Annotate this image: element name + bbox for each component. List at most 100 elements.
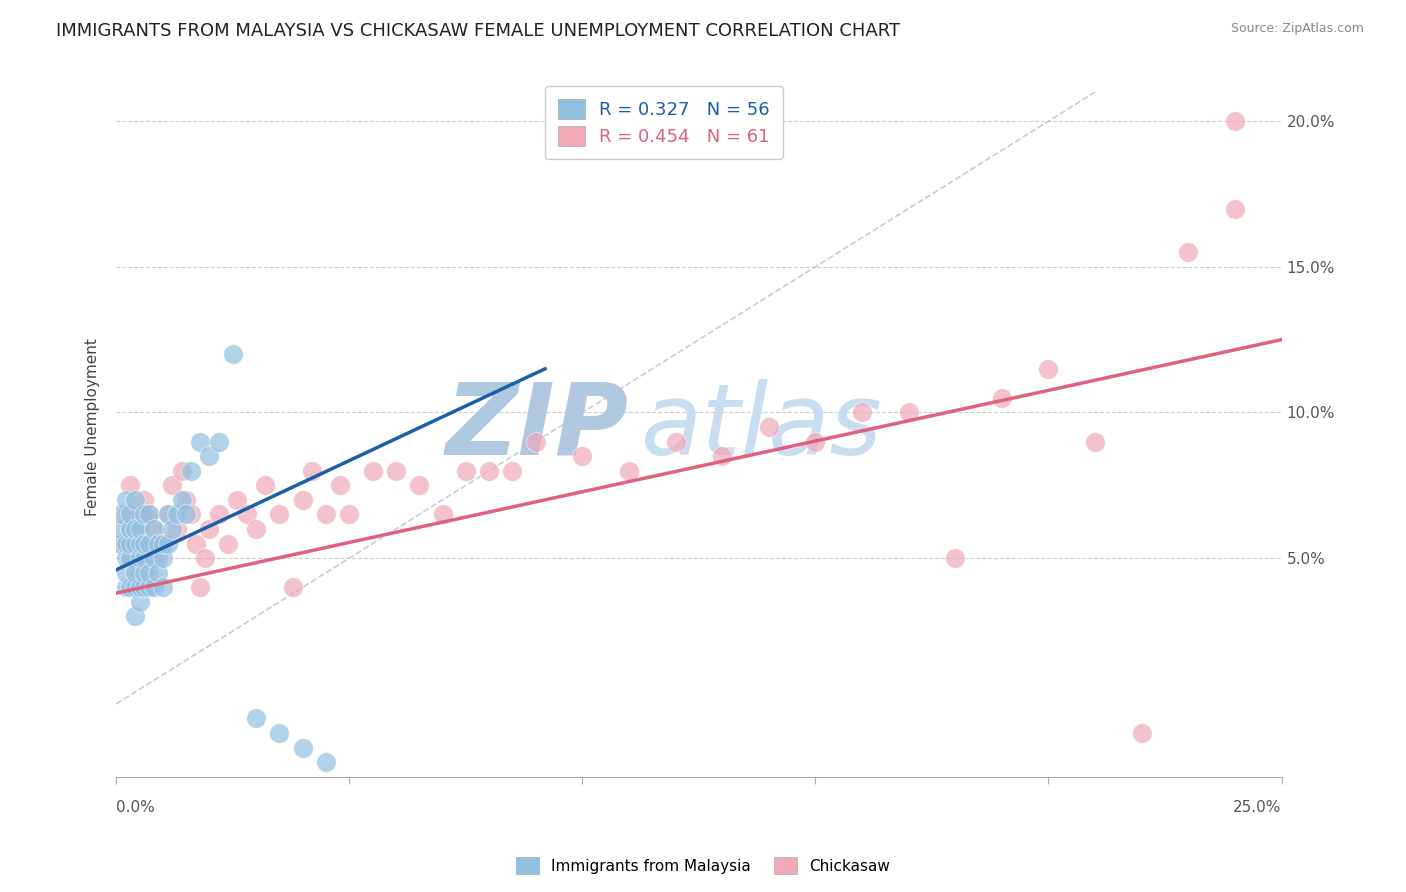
Point	[156, 536, 179, 550]
Point	[174, 492, 197, 507]
Point	[124, 492, 146, 507]
Point	[501, 464, 523, 478]
Point	[160, 478, 183, 492]
Text: atlas: atlas	[641, 378, 882, 475]
Point	[120, 478, 142, 492]
Point	[166, 522, 188, 536]
Point	[124, 536, 146, 550]
Point	[120, 536, 142, 550]
Point	[142, 522, 165, 536]
Point	[138, 508, 160, 522]
Point	[315, 755, 337, 769]
Point	[134, 580, 156, 594]
Point	[665, 434, 688, 449]
Point	[804, 434, 827, 449]
Point	[114, 492, 136, 507]
Point	[851, 405, 873, 419]
Point	[134, 508, 156, 522]
Point	[152, 551, 174, 566]
Text: IMMIGRANTS FROM MALAYSIA VS CHICKASAW FEMALE UNEMPLOYMENT CORRELATION CHART: IMMIGRANTS FROM MALAYSIA VS CHICKASAW FE…	[56, 22, 900, 40]
Point	[114, 551, 136, 566]
Point	[114, 580, 136, 594]
Point	[329, 478, 352, 492]
Point	[226, 492, 249, 507]
Point	[524, 434, 547, 449]
Point	[361, 464, 384, 478]
Point	[138, 508, 160, 522]
Point	[142, 580, 165, 594]
Legend: R = 0.327   N = 56, R = 0.454   N = 61: R = 0.327 N = 56, R = 0.454 N = 61	[546, 87, 783, 159]
Point	[432, 508, 454, 522]
Point	[254, 478, 277, 492]
Point	[120, 508, 142, 522]
Point	[110, 536, 132, 550]
Point	[184, 536, 207, 550]
Point	[142, 551, 165, 566]
Point	[148, 536, 170, 550]
Point	[124, 580, 146, 594]
Point	[283, 580, 305, 594]
Legend: Immigrants from Malaysia, Chickasaw: Immigrants from Malaysia, Chickasaw	[510, 851, 896, 880]
Point	[301, 464, 323, 478]
Point	[170, 464, 193, 478]
Point	[124, 609, 146, 624]
Point	[269, 508, 291, 522]
Point	[120, 522, 142, 536]
Point	[217, 536, 239, 550]
Point	[124, 522, 146, 536]
Point	[134, 536, 156, 550]
Point	[156, 508, 179, 522]
Point	[478, 464, 501, 478]
Point	[148, 551, 170, 566]
Point	[152, 580, 174, 594]
Point	[134, 566, 156, 580]
Text: 25.0%: 25.0%	[1233, 800, 1281, 815]
Point	[571, 449, 593, 463]
Point	[269, 726, 291, 740]
Point	[114, 536, 136, 550]
Point	[148, 566, 170, 580]
Point	[120, 580, 142, 594]
Point	[711, 449, 734, 463]
Point	[208, 508, 231, 522]
Point	[120, 551, 142, 566]
Point	[1223, 202, 1246, 216]
Point	[1038, 361, 1060, 376]
Text: Source: ZipAtlas.com: Source: ZipAtlas.com	[1230, 22, 1364, 36]
Point	[174, 508, 197, 522]
Point	[128, 551, 150, 566]
Point	[408, 478, 430, 492]
Point	[943, 551, 966, 566]
Point	[180, 508, 202, 522]
Point	[128, 580, 150, 594]
Point	[138, 580, 160, 594]
Point	[128, 536, 150, 550]
Point	[138, 536, 160, 550]
Point	[617, 464, 640, 478]
Point	[208, 434, 231, 449]
Point	[170, 492, 193, 507]
Point	[315, 508, 337, 522]
Point	[120, 551, 142, 566]
Y-axis label: Female Unemployment: Female Unemployment	[86, 338, 100, 516]
Point	[110, 536, 132, 550]
Point	[128, 522, 150, 536]
Point	[152, 536, 174, 550]
Point	[454, 464, 477, 478]
Point	[245, 522, 267, 536]
Point	[160, 522, 183, 536]
Point	[188, 434, 211, 449]
Point	[128, 595, 150, 609]
Point	[198, 449, 221, 463]
Point	[188, 580, 211, 594]
Point	[138, 566, 160, 580]
Point	[991, 391, 1014, 405]
Point	[194, 551, 217, 566]
Point	[152, 536, 174, 550]
Point	[1130, 726, 1153, 740]
Point	[337, 508, 360, 522]
Point	[124, 522, 146, 536]
Point	[110, 522, 132, 536]
Point	[114, 508, 136, 522]
Point	[110, 508, 132, 522]
